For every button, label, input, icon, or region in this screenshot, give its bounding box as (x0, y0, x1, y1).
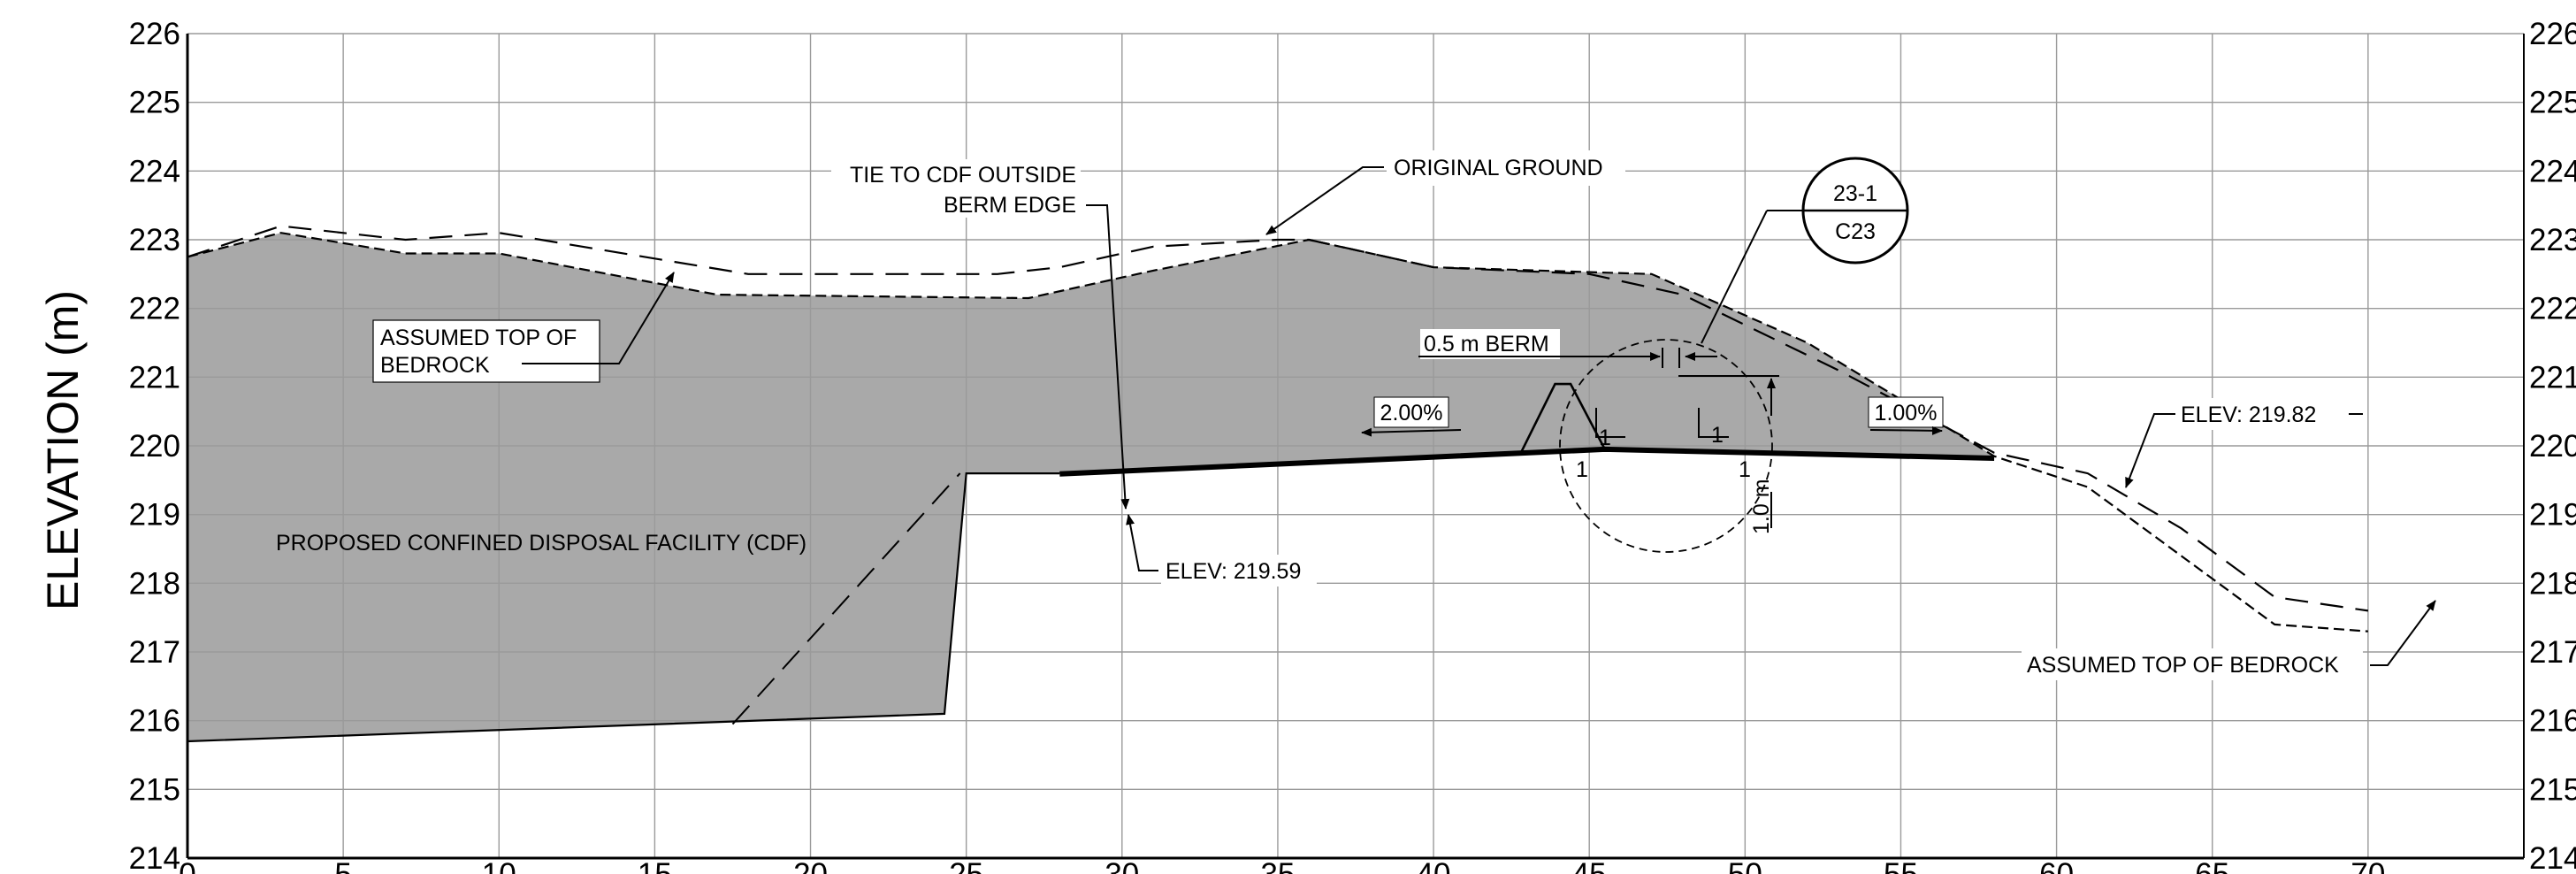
y-tick-right-8: 222 (2529, 292, 2576, 326)
y-tick-right-10: 224 (2529, 154, 2576, 188)
orig-ground-label: ORIGINAL GROUND (1394, 156, 1603, 180)
x-tick-6: 30 (1105, 857, 1139, 874)
bedrock-left-line2: BEDROCK (380, 353, 490, 378)
slope-left-bg (1373, 396, 1449, 428)
x-tick-12: 60 (2039, 857, 2074, 874)
x-tick-7: 35 (1260, 857, 1295, 874)
plot-frame (186, 34, 2525, 860)
y-tick-right-11: 225 (2529, 86, 2576, 120)
ratio-left-v: 1 (1576, 457, 1588, 482)
slope-right-arrow (1869, 426, 1943, 435)
bedrock-left-box (372, 319, 600, 383)
x-tick-4: 20 (793, 857, 828, 874)
y-tick-9: 223 (129, 223, 180, 257)
ratio-right-h: 1 (1711, 423, 1724, 448)
slope-left-arrow (1361, 427, 1462, 437)
elev-left-label: ELEV: 219.59 (1166, 559, 1301, 584)
y-tick-labels: 214 215 216 217 218 219 220 221 222 223 224 225 226 (129, 17, 180, 874)
tie-label-line2: BERM EDGE (944, 193, 1076, 218)
ratio-right-v: 1 (1739, 457, 1751, 482)
tie-label-line1: TIE TO CDF OUTSIDE (850, 163, 1076, 188)
tie-label-bg (831, 159, 1081, 218)
y-tick-7: 221 (129, 360, 180, 395)
x-tick-10: 50 (1728, 857, 1762, 874)
x-tick-0: 0 (179, 857, 195, 874)
y-axis-label: ELEVATION (m) (38, 290, 88, 610)
bedrock-right-bg (2022, 648, 2363, 680)
x-tick-11: 55 (1884, 857, 1918, 874)
y-tick-right-9: 223 (2529, 223, 2576, 257)
bedrock-right-leader (2370, 600, 2436, 666)
internal-dashed-slope (731, 472, 961, 725)
orig-ground-bg (1387, 150, 1625, 186)
y-tick-labels-right: 214 215 216 217 218 219 220 221 222 223 224 225 226 (2529, 17, 2576, 874)
elev-right-bg (2177, 398, 2333, 430)
slope-left-label: 2.00% (1380, 401, 1443, 426)
height-label: 1.0 m (1749, 479, 1774, 534)
cdf-fill-area (187, 233, 1995, 741)
x-tick-1: 5 (334, 857, 351, 874)
y-tick-5: 219 (129, 498, 180, 533)
elev-right-leader-arrow (2125, 413, 2175, 488)
elev-left-leader (1126, 514, 1158, 571)
y-tick-8: 222 (129, 292, 180, 326)
bedrock-line (187, 232, 2368, 632)
ratio-left-h: 1 (1599, 426, 1611, 450)
x-tick-9: 45 (1572, 857, 1607, 874)
orig-ground-leader (1265, 166, 1384, 235)
berm-label: 0.5 m BERM (1424, 332, 1549, 356)
x-tick-3: 15 (638, 857, 672, 874)
y-tick-right-2: 216 (2529, 704, 2576, 739)
y-tick-0: 214 (129, 841, 180, 874)
y-tick-2: 216 (129, 704, 180, 739)
bedrock-left-line1: ASSUMED TOP OF (380, 326, 577, 350)
y-tick-right-12: 226 (2529, 17, 2576, 51)
x-tick-8: 40 (1417, 857, 1451, 874)
x-tick-labels: 0 5 10 15 20 25 30 35 40 45 50 55 60 65 70 (179, 857, 2385, 874)
tie-leader (1086, 204, 1130, 510)
y-tick-6: 220 (129, 429, 180, 464)
y-tick-3: 217 (129, 635, 180, 670)
callout-leader (1701, 210, 1768, 344)
bedrock-left-leader (522, 272, 675, 364)
ratio-left-mark (1595, 408, 1625, 438)
berm-label-bg (1420, 329, 1560, 359)
y-tick-right-4: 218 (2529, 566, 2576, 601)
x-tick-5: 25 (949, 857, 983, 874)
elev-left-bg (1161, 555, 1317, 586)
y-tick-right-3: 217 (2529, 635, 2576, 670)
berm-outline (1519, 382, 1606, 454)
slope-right-label: 1.00% (1875, 401, 1938, 426)
x-tick-13: 65 (2195, 857, 2229, 874)
y-tick-12: 226 (129, 17, 180, 51)
detail-circle (1559, 339, 1773, 553)
cdf-extent-line (187, 472, 1060, 743)
x-tick-2: 10 (482, 857, 516, 874)
y-tick-right-1: 215 (2529, 772, 2576, 807)
y-tick-right-6: 220 (2529, 429, 2576, 464)
slope-right-bg (1868, 396, 1944, 428)
y-tick-right-5: 219 (2529, 498, 2576, 533)
y-tick-4: 218 (129, 566, 180, 601)
cdf-label: PROPOSED CONFINED DISPOSAL FACILITY (CDF… (276, 531, 806, 556)
y-tick-right-7: 221 (2529, 360, 2576, 395)
x-tick-14: 70 (2351, 857, 2385, 874)
grid (187, 33, 2524, 858)
callout-bottom: C23 (1835, 219, 1876, 244)
y-tick-10: 224 (129, 154, 180, 188)
elev-right-label: ELEV: 219.82 (2181, 402, 2316, 427)
bedrock-right-label: ASSUMED TOP OF BEDROCK (2027, 653, 2339, 678)
y-tick-11: 225 (129, 86, 180, 120)
y-tick-1: 215 (129, 772, 180, 807)
callout-top: 23-1 (1833, 181, 1877, 206)
y-tick-right-0: 214 (2529, 841, 2576, 874)
ratio-right-mark (1698, 408, 1729, 438)
